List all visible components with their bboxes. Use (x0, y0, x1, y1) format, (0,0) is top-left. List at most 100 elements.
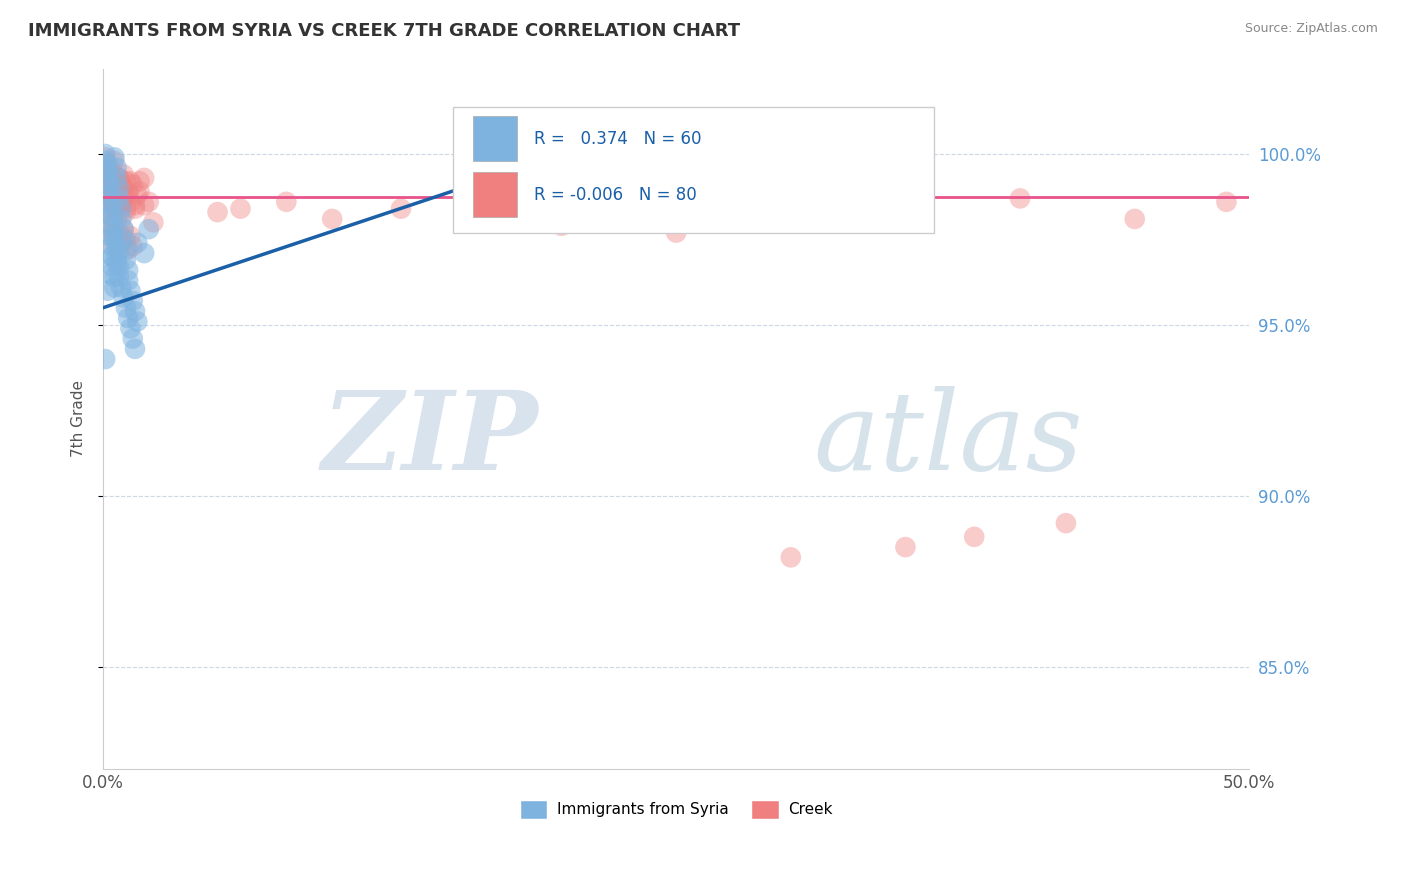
Point (96, 222, 118, 236)
Point (98, 209, 121, 223)
Point (103, 270, 125, 285)
Point (110, 235, 132, 250)
Point (96, 188, 118, 202)
Point (101, 164, 124, 178)
Point (98, 209, 121, 223)
Point (101, 260, 124, 274)
Point (103, 198, 125, 212)
Point (112, 168, 135, 182)
Point (94, 161, 117, 175)
Point (110, 202, 132, 216)
Point (894, 205, 917, 219)
Point (114, 205, 136, 219)
Point (98, 178, 121, 192)
Point (138, 222, 160, 236)
Point (96, 174, 118, 188)
Point (96, 284, 118, 298)
Point (114, 174, 136, 188)
Point (98, 219, 121, 233)
Point (105, 256, 128, 270)
Point (120, 194, 142, 209)
Point (779, 550, 801, 565)
Point (94, 153, 117, 168)
Point (101, 250, 124, 264)
Point (128, 174, 150, 188)
Point (108, 243, 131, 257)
Point (94, 181, 117, 195)
Point (94, 150, 117, 164)
Point (124, 304, 146, 318)
Point (96, 157, 118, 171)
Point (117, 263, 139, 277)
Legend: Immigrants from Syria, Creek: Immigrants from Syria, Creek (513, 794, 838, 825)
Point (121, 239, 143, 253)
Point (108, 191, 131, 205)
Point (1123, 211, 1146, 226)
Point (1054, 516, 1077, 531)
Point (94, 232, 117, 246)
Point (105, 250, 128, 264)
Point (321, 211, 343, 226)
Point (103, 150, 125, 164)
Point (114, 202, 136, 216)
Point (108, 170, 131, 185)
Point (105, 181, 128, 195)
Point (96, 178, 118, 192)
Point (101, 239, 124, 253)
Point (101, 250, 124, 264)
Point (779, 198, 801, 212)
FancyBboxPatch shape (453, 107, 934, 233)
Point (117, 243, 139, 257)
Point (94, 352, 117, 367)
Point (1215, 194, 1237, 209)
Point (120, 174, 142, 188)
Point (101, 198, 124, 212)
Point (105, 170, 128, 185)
Point (458, 209, 481, 223)
Point (101, 209, 124, 223)
Point (103, 229, 125, 244)
Point (101, 188, 124, 202)
Point (98, 229, 121, 244)
Point (98, 191, 121, 205)
Point (114, 232, 136, 246)
Point (94, 164, 117, 178)
Point (101, 174, 124, 188)
Point (117, 188, 139, 202)
Point (110, 178, 132, 192)
Point (276, 194, 298, 209)
Text: R =   0.374   N = 60: R = 0.374 N = 60 (534, 129, 702, 147)
Point (110, 198, 132, 212)
Point (127, 235, 149, 250)
Point (112, 291, 135, 305)
Point (138, 194, 160, 209)
Point (128, 185, 150, 199)
Point (101, 219, 124, 233)
Point (108, 270, 131, 285)
Point (121, 293, 143, 308)
Point (98, 202, 121, 216)
Point (112, 181, 135, 195)
Text: IMMIGRANTS FROM SYRIA VS CREEK 7TH GRADE CORRELATION CHART: IMMIGRANTS FROM SYRIA VS CREEK 7TH GRADE… (28, 22, 740, 40)
Point (98, 178, 121, 192)
Point (124, 342, 146, 356)
Y-axis label: 7th Grade: 7th Grade (72, 380, 86, 458)
Point (101, 188, 124, 202)
Point (134, 246, 156, 260)
Point (114, 243, 136, 257)
Point (665, 226, 688, 240)
Point (134, 170, 156, 185)
Point (112, 232, 135, 246)
Point (103, 219, 125, 233)
Point (98, 188, 121, 202)
Point (96, 198, 118, 212)
Point (94, 147, 117, 161)
Point (108, 188, 131, 202)
Point (112, 222, 135, 236)
Point (120, 229, 142, 244)
Point (105, 239, 128, 253)
Point (1010, 191, 1032, 205)
Point (105, 185, 128, 199)
Point (96, 170, 118, 185)
Point (105, 202, 128, 216)
